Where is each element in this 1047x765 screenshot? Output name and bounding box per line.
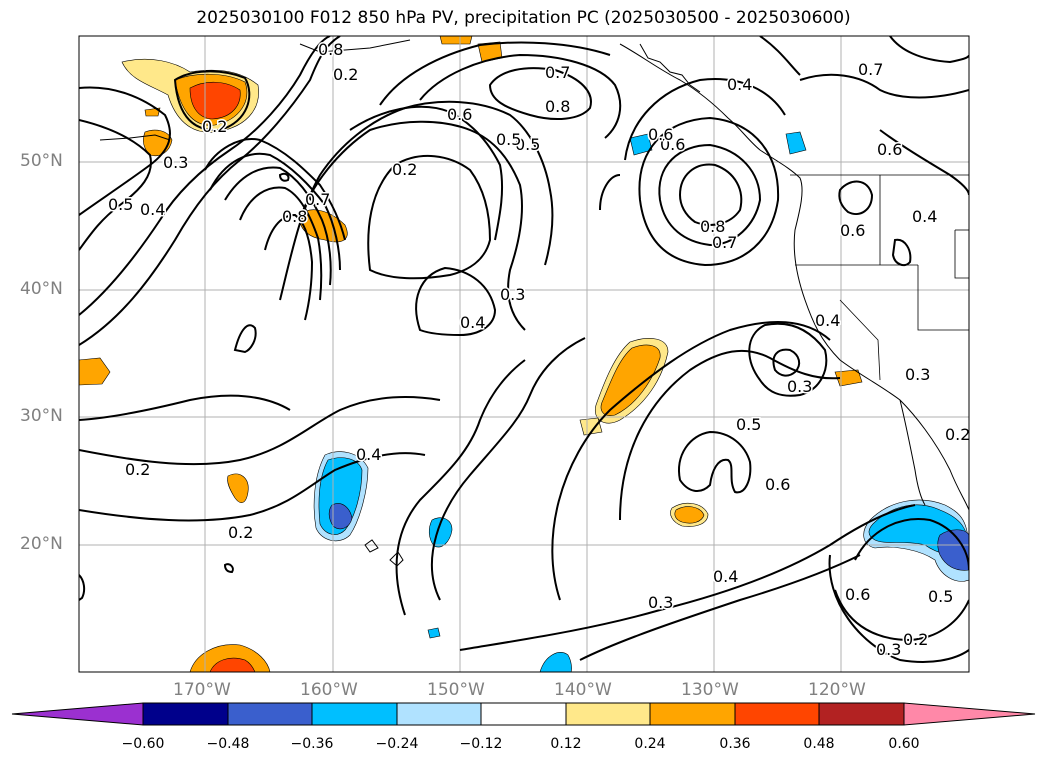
- colorbar-tick-label: 0.12: [550, 736, 582, 752]
- contour-label: 0.7: [545, 63, 570, 82]
- contour-label: 0.7: [305, 190, 330, 209]
- contour-label: 0.2: [202, 117, 227, 136]
- map-title: 2025030100 F012 850 hPa PV, precipitatio…: [196, 8, 851, 28]
- contour-label: 0.6: [845, 585, 870, 604]
- precip-positive-region: [834, 369, 863, 387]
- precip-positive-region: [674, 506, 705, 524]
- precip-positive-region: [439, 36, 473, 45]
- lon-label: 150°W: [427, 680, 485, 700]
- state-borders: [790, 174, 969, 381]
- lat-label: 50°N: [20, 151, 63, 171]
- precip-positive-region: [600, 344, 661, 416]
- contour-label: 0.4: [356, 445, 381, 464]
- colorbar-tick-label: −0.12: [459, 736, 503, 752]
- colorbar-segment: [818, 702, 905, 726]
- contour-label: 0.2: [333, 65, 358, 84]
- colorbar-tick-label: 0.24: [634, 736, 666, 752]
- colorbar: [11, 702, 1036, 726]
- contour-label: 0.6: [840, 221, 865, 240]
- lat-label: 40°N: [20, 279, 63, 299]
- graticule: [79, 36, 969, 672]
- map-border: [78, 35, 970, 673]
- contour-label: 0.5: [515, 135, 540, 154]
- precip-negative-region: [328, 503, 353, 530]
- map-frame: [79, 36, 969, 672]
- colorbar-segment: [311, 702, 398, 726]
- contour-label: 0.3: [163, 153, 188, 172]
- contour-label: 0.8: [700, 217, 725, 236]
- contour-label: 0.2: [903, 630, 928, 649]
- contour-label: 0.3: [648, 593, 673, 612]
- contour-label: 0.2: [228, 523, 253, 542]
- contour-label: 0.5: [108, 195, 133, 214]
- contour-label: 0.8: [282, 207, 307, 226]
- contour-label: 0.5: [928, 587, 953, 606]
- contour-label: 0.3: [905, 365, 930, 384]
- colorbar-tick-label: −0.36: [290, 736, 334, 752]
- colorbar-segment: [734, 702, 820, 726]
- contour-label: 0.8: [318, 40, 343, 59]
- contour-label: 0.6: [877, 140, 902, 159]
- lat-label: 20°N: [20, 534, 63, 554]
- colorbar-tick-label: 0.48: [803, 736, 835, 752]
- contour-label: 0.3: [787, 377, 812, 396]
- colorbar-tick-label: −0.48: [206, 736, 250, 752]
- contour-label: 0.4: [727, 75, 752, 94]
- colorbar-tick-label: −0.24: [375, 736, 419, 752]
- colorbar-segment: [396, 702, 482, 726]
- colorbar-tick-label: −0.60: [121, 736, 165, 752]
- lon-label: 120°W: [808, 680, 866, 700]
- colorbar-segment: [565, 702, 651, 726]
- contour-label: 0.6: [660, 135, 685, 154]
- contour-labels: 0.8 0.2 0.5 0.7 0.8 0.4 0.6 0.5 0.6 0.6 …: [107, 39, 970, 661]
- precip-positive-region: [79, 357, 111, 386]
- colorbar-segment: [227, 702, 313, 726]
- contour-label: 0.4: [713, 567, 738, 586]
- coastlines: [99, 39, 969, 567]
- pv-contours: [79, 36, 969, 663]
- colorbar-tick-label: 0.60: [888, 736, 920, 752]
- precip-negative-region: [785, 131, 807, 155]
- contour-label: 0.4: [140, 200, 165, 219]
- contour-label: 0.4: [815, 311, 840, 330]
- contour-label: 0.2: [945, 425, 970, 444]
- contour-label: 0.6: [447, 105, 472, 124]
- contour-label: 0.6: [765, 475, 790, 494]
- precip-negative-region: [629, 133, 653, 156]
- contour-label: 0.2: [392, 160, 417, 179]
- colorbar-segment-min: [11, 702, 144, 726]
- contour-label: 0.7: [712, 233, 737, 252]
- contour-label: 0.4: [460, 313, 485, 332]
- precip-negative-region: [539, 652, 572, 672]
- colorbar-tick-label: 0.36: [719, 736, 751, 752]
- lon-label: 140°W: [554, 680, 612, 700]
- contour-label: 0.3: [500, 285, 525, 304]
- contour-label: 0.3: [876, 640, 901, 659]
- contour-label: 0.5: [496, 130, 521, 149]
- lon-label: 130°W: [681, 680, 739, 700]
- lat-label: 30°N: [20, 406, 63, 426]
- precip-positive-region: [209, 657, 256, 672]
- contour-label: 0.8: [545, 97, 570, 116]
- colorbar-segment: [142, 702, 229, 726]
- contour-label: 0.7: [858, 60, 883, 79]
- contour-label: 0.6: [648, 125, 673, 144]
- colorbar-segment: [480, 702, 567, 726]
- precip-positive-region: [189, 81, 241, 120]
- contour-label: 0.2: [125, 460, 150, 479]
- precip-positive-region: [579, 417, 603, 436]
- contour-label: 0.4: [912, 207, 937, 226]
- lon-label: 160°W: [300, 680, 358, 700]
- colorbar-segment-max: [903, 702, 1036, 726]
- contour-label: 0.5: [736, 415, 761, 434]
- precip-negative-region: [427, 627, 441, 639]
- lon-label: 170°W: [173, 680, 231, 700]
- precip-positive-region: [227, 473, 249, 503]
- colorbar-segment: [649, 702, 736, 726]
